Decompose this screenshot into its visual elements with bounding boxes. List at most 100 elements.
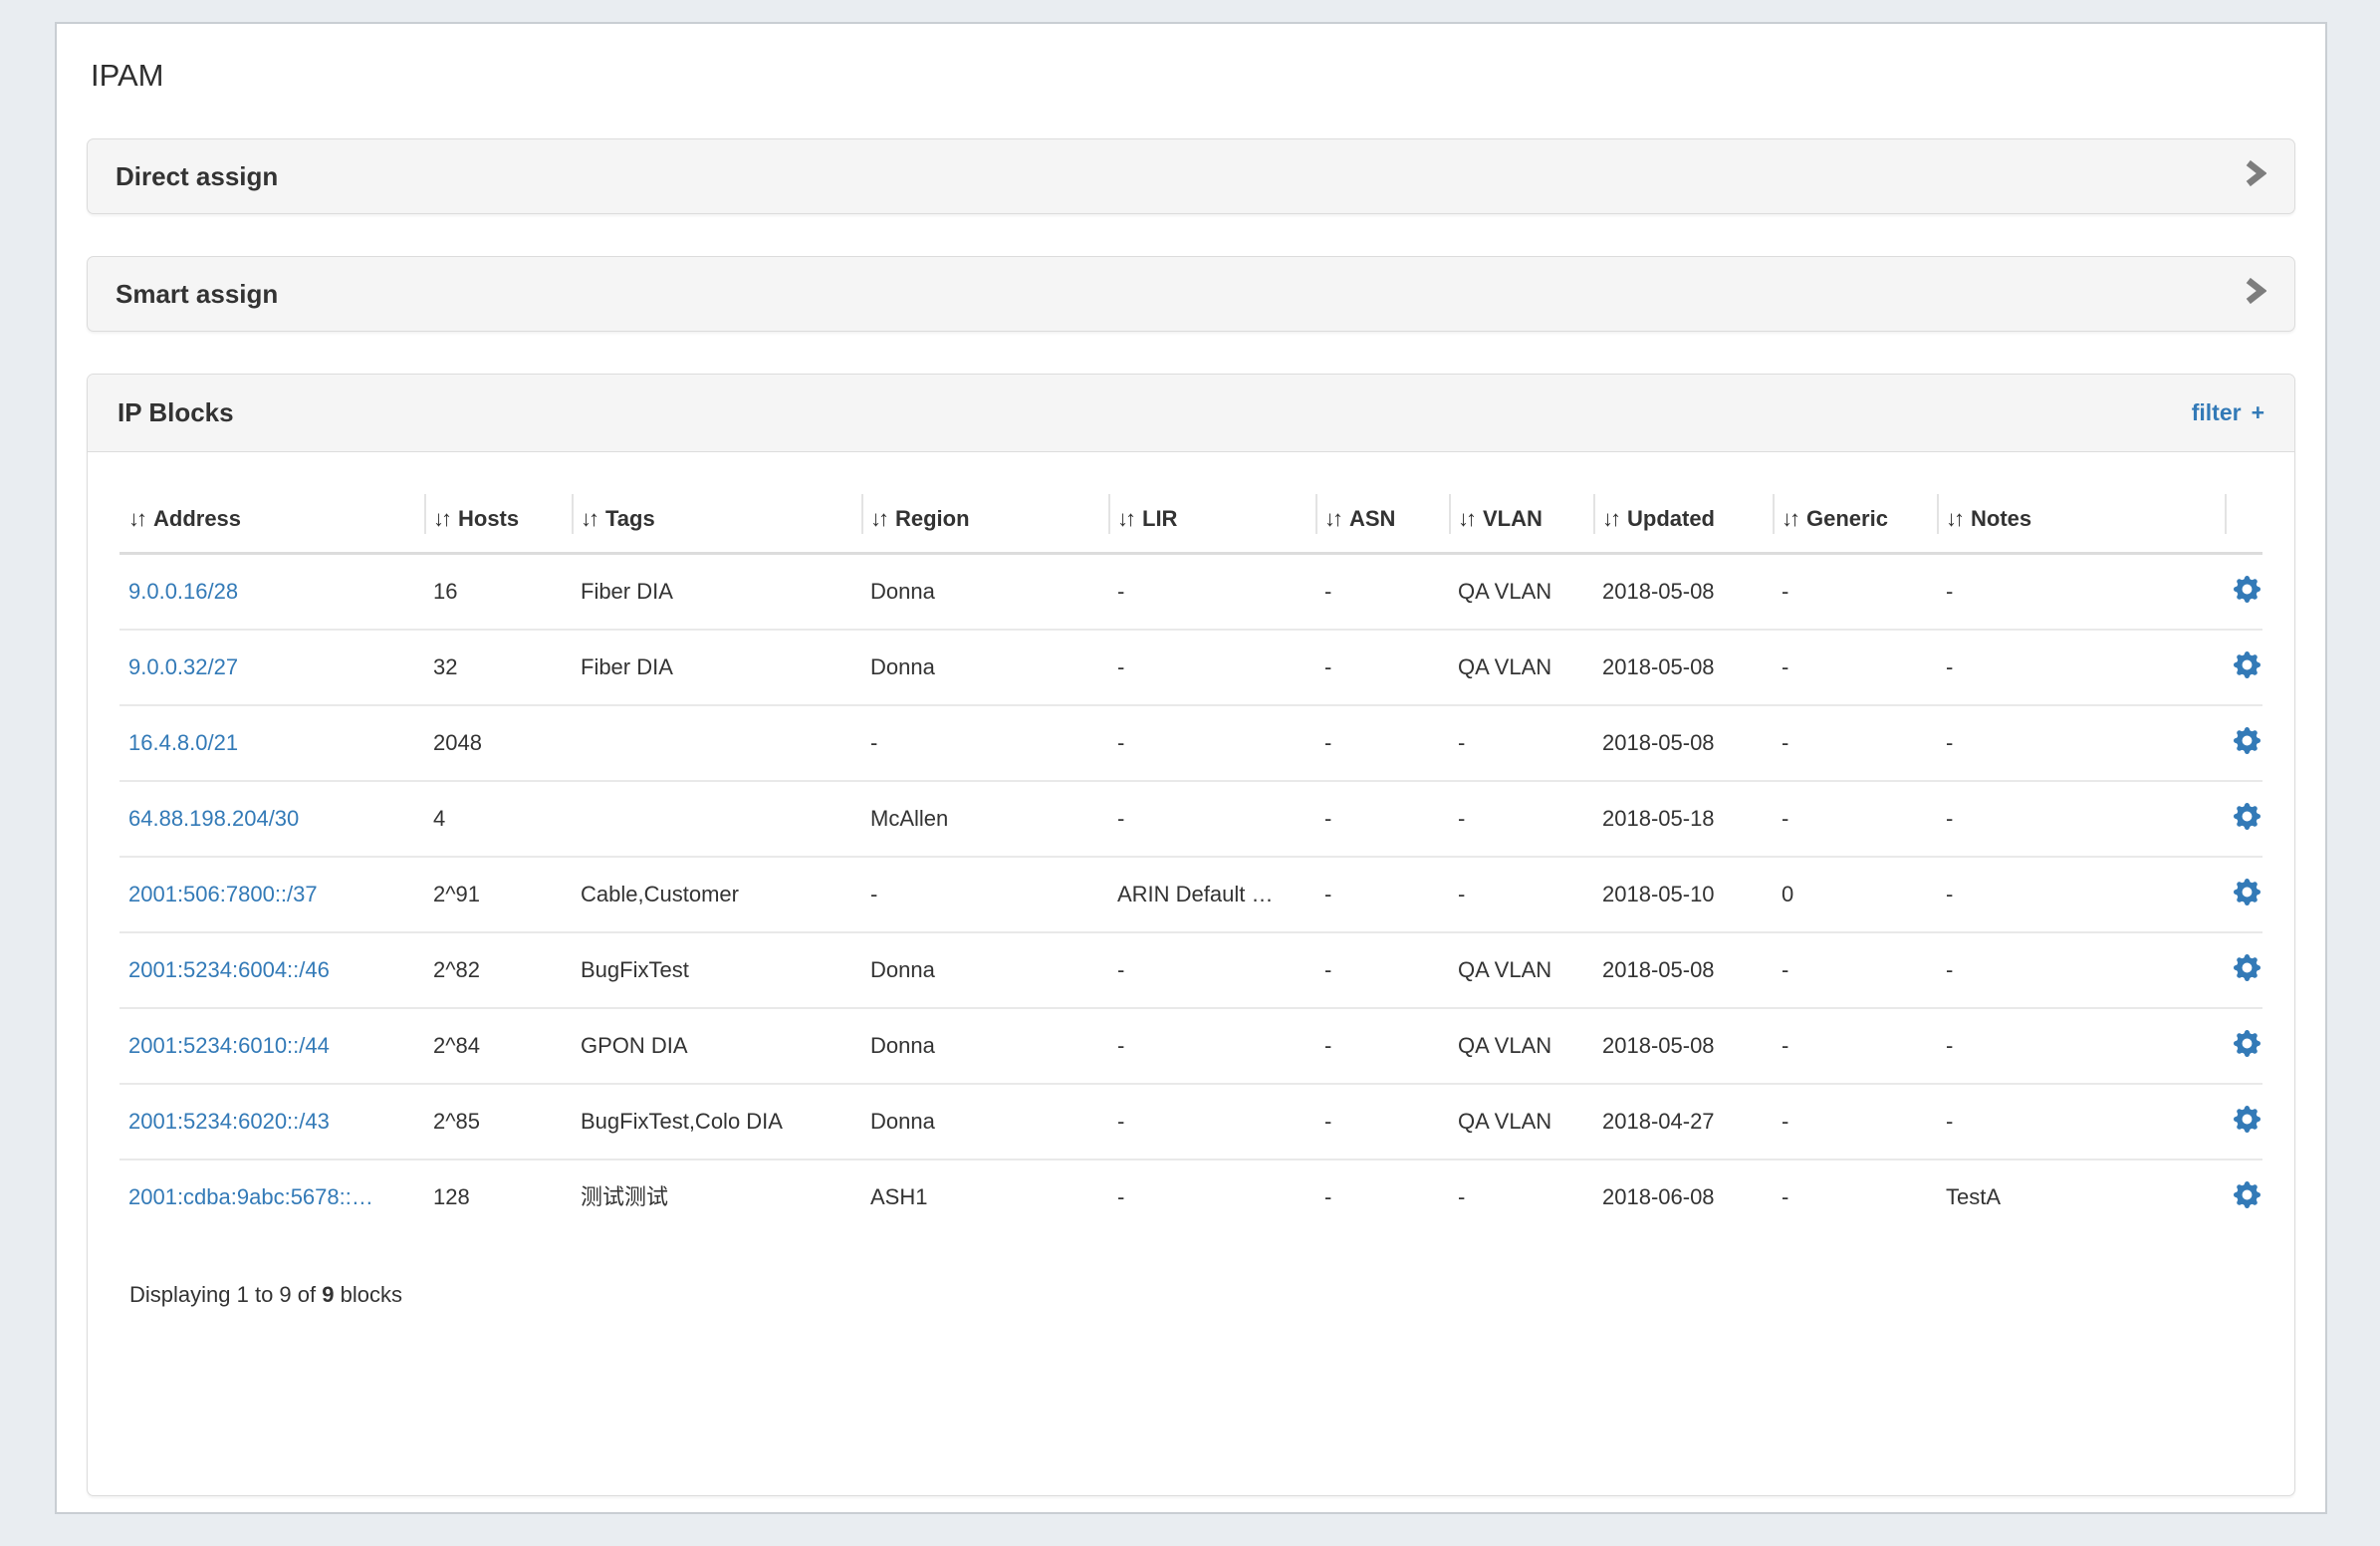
column-header-hosts[interactable]: ↓↑ Hosts <box>424 478 572 555</box>
updated-cell: 2018-05-10 <box>1593 856 1773 932</box>
address-cell: 2001:506:7800::/37 <box>119 856 424 932</box>
address-link[interactable]: 16.4.8.0/21 <box>128 730 239 755</box>
sort-icon: ↓↑ <box>870 506 889 531</box>
gear-icon[interactable] <box>2234 954 2261 981</box>
lir-cell: ARIN Default … <box>1108 856 1315 932</box>
tags-cell <box>572 704 861 781</box>
updated-cell: 2018-05-08 <box>1593 1007 1773 1084</box>
lir-cell: - <box>1108 1159 1315 1234</box>
gear-icon[interactable] <box>2234 1181 2261 1208</box>
updated-cell: 2018-05-08 <box>1593 704 1773 781</box>
address-link[interactable]: 2001:5234:6004::/46 <box>128 957 330 982</box>
column-label: VLAN <box>1483 506 1543 531</box>
actions-cell <box>2225 629 2262 705</box>
hosts-cell: 128 <box>424 1159 572 1234</box>
table-row: 64.88.198.204/30 4 McAllen - - - 2018-05… <box>119 780 2262 857</box>
tags-cell <box>572 780 861 857</box>
gear-icon[interactable] <box>2234 803 2261 830</box>
address-link[interactable]: 2001:506:7800::/37 <box>128 882 318 906</box>
address-link[interactable]: 9.0.0.32/27 <box>128 654 239 679</box>
region-cell: - <box>861 704 1108 781</box>
address-link[interactable]: 2001:cdba:9abc:5678::… <box>128 1184 373 1209</box>
hosts-cell: 4 <box>424 780 572 857</box>
column-label: Address <box>153 506 242 531</box>
column-header-generic[interactable]: ↓↑ Generic <box>1773 478 1937 555</box>
notes-cell: - <box>1937 856 2225 932</box>
vlan-cell: - <box>1449 704 1593 781</box>
updated-cell: 2018-05-08 <box>1593 931 1773 1008</box>
gear-icon[interactable] <box>2234 1106 2261 1133</box>
smart-assign-label: Smart assign <box>116 278 279 309</box>
tags-cell: BugFixTest,Colo DIA <box>572 1083 861 1160</box>
sort-icon: ↓↑ <box>1458 506 1477 531</box>
asn-cell: - <box>1315 704 1449 781</box>
vlan-cell: - <box>1449 1159 1593 1234</box>
table-row: 16.4.8.0/21 2048 - - - - 2018-05-08 - - <box>119 704 2262 781</box>
vlan-cell: QA VLAN <box>1449 931 1593 1008</box>
tags-cell: GPON DIA <box>572 1007 861 1084</box>
ipam-card: IPAM Direct assign Smart assign IP Block… <box>55 22 2327 1514</box>
lir-cell: - <box>1108 704 1315 781</box>
sort-icon: ↓↑ <box>1117 506 1136 531</box>
table-row: 2001:5234:6020::/43 2^85 BugFixTest,Colo… <box>119 1083 2262 1160</box>
generic-cell: - <box>1773 629 1937 705</box>
gear-icon[interactable] <box>2234 651 2261 678</box>
notes-cell: - <box>1937 1083 2225 1160</box>
column-header-actions <box>2225 478 2262 555</box>
address-cell: 2001:5234:6004::/46 <box>119 931 424 1008</box>
direct-assign-panel[interactable]: Direct assign <box>87 138 2295 214</box>
lir-cell: - <box>1108 931 1315 1008</box>
page-title: IPAM <box>91 58 164 93</box>
address-link[interactable]: 2001:5234:6020::/43 <box>128 1109 330 1134</box>
vlan-cell: - <box>1449 780 1593 857</box>
vlan-cell: QA VLAN <box>1458 579 1552 604</box>
region-cell: McAllen <box>861 780 1108 857</box>
address-link[interactable]: 64.88.198.204/30 <box>128 806 300 831</box>
address-link[interactable]: 2001:5234:6010::/44 <box>128 1033 330 1058</box>
column-header-region[interactable]: ↓↑ Region <box>861 478 1108 555</box>
lir-cell: - <box>1117 579 1125 604</box>
asn-cell: - <box>1315 931 1449 1008</box>
column-header-notes[interactable]: ↓↑ Notes <box>1937 478 2225 555</box>
updated-cell: 2018-04-27 <box>1593 1083 1773 1160</box>
column-header-lir[interactable]: ↓↑ LIR <box>1108 478 1315 555</box>
region-cell: Donna <box>861 931 1108 1008</box>
generic-cell: - <box>1773 780 1937 857</box>
column-header-tags[interactable]: ↓↑ Tags <box>572 478 861 555</box>
gear-icon[interactable] <box>2234 879 2261 905</box>
table-row: 9.0.0.16/28 16 Fiber DIA Donna - - QA VL… <box>119 554 2262 631</box>
gear-icon[interactable] <box>2234 727 2261 754</box>
ip-blocks-table-body: 9.0.0.16/28 16 Fiber DIA Donna - - QA VL… <box>119 554 2262 1234</box>
column-label: Updated <box>1627 506 1715 531</box>
table-row: 9.0.0.32/27 32 Fiber DIA Donna - - QA VL… <box>119 629 2262 705</box>
column-header-address[interactable]: ↓↑ Address <box>119 478 424 555</box>
sort-icon: ↓↑ <box>1782 506 1800 531</box>
asn-cell: - <box>1315 780 1449 857</box>
column-header-updated[interactable]: ↓↑ Updated <box>1593 478 1773 555</box>
filter-link[interactable]: filter + <box>2192 399 2264 426</box>
column-label: Generic <box>1806 506 1888 531</box>
lir-cell: - <box>1108 1007 1315 1084</box>
filter-label: filter <box>2191 399 2242 425</box>
notes-cell: - <box>1937 780 2225 857</box>
ip-blocks-body: ↓↑ Address ↓↑ Hosts ↓↑ Tags ↓↑ Region ↓↑ LIR … <box>88 452 2294 1495</box>
column-label: Notes <box>1971 506 2032 531</box>
address-link[interactable]: 9.0.0.16/28 <box>128 579 239 604</box>
column-header-vlan[interactable]: ↓↑ VLAN <box>1449 478 1593 555</box>
tags-cell: Fiber DIA <box>581 579 673 604</box>
plus-icon: + <box>2251 399 2264 425</box>
ip-blocks-heading: IP Blocks filter + <box>88 375 2294 452</box>
lir-cell: - <box>1108 629 1315 705</box>
region-cell: Donna <box>861 1083 1108 1160</box>
smart-assign-panel[interactable]: Smart assign <box>87 256 2295 332</box>
column-header-asn[interactable]: ↓↑ ASN <box>1315 478 1449 555</box>
asn-cell: - <box>1315 856 1449 932</box>
sort-icon: ↓↑ <box>128 506 147 531</box>
gear-icon[interactable] <box>2234 1030 2261 1057</box>
table-row: 2001:5234:6010::/44 2^84 GPON DIA Donna … <box>119 1007 2262 1084</box>
column-label: Region <box>895 506 970 531</box>
tags-cell: Fiber DIA <box>572 629 861 705</box>
sort-icon: ↓↑ <box>581 506 599 531</box>
gear-icon[interactable] <box>2234 576 2261 603</box>
vlan-cell: QA VLAN <box>1449 1083 1593 1160</box>
